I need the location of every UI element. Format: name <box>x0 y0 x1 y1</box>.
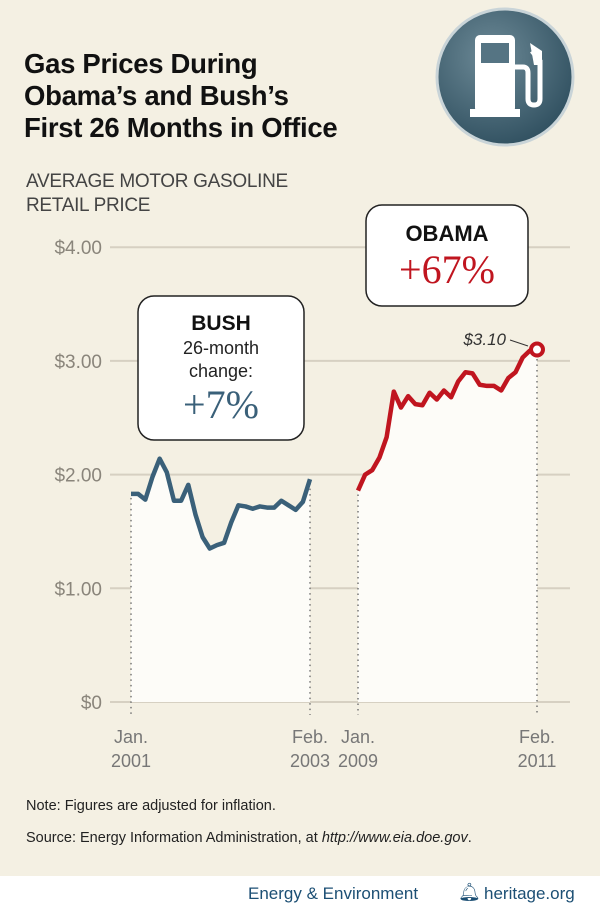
bush-callout <box>137 295 305 441</box>
y-tick-label: $3.00 <box>54 352 102 373</box>
x-tick-label: Feb. <box>292 727 328 747</box>
gas-pump-icon <box>435 7 575 147</box>
x-tick-label: 2011 <box>518 751 557 771</box>
bush-callout-text: change: <box>189 361 253 381</box>
source: Source: Energy Information Administratio… <box>26 830 472 846</box>
area-fill <box>358 349 537 702</box>
note-label: Note: <box>26 798 61 814</box>
title-line: Gas Prices During <box>24 48 258 79</box>
x-tick-label: Feb. <box>519 727 555 747</box>
source-text: Energy Information Administration, at <box>80 830 322 846</box>
x-tick-label: 2003 <box>290 751 330 771</box>
source-end: . <box>467 830 472 846</box>
page-title: Gas Prices During Obama’s and Bush’s Fir… <box>24 48 338 144</box>
source-link[interactable]: http://www.eia.doe.gov <box>321 830 468 846</box>
x-tick-label: 2009 <box>338 751 378 771</box>
chart: $0 $1.00 $2.00 $3.00 $4.00 Jan. 2001 Feb. 2003 Ja… <box>54 204 570 771</box>
note-text: Figures are adjusted for inflation. <box>64 798 276 814</box>
end-point-marker <box>529 341 545 358</box>
y-tick-label: $4.00 <box>54 238 102 259</box>
note: Note: Figures are adjusted for inflation… <box>26 798 276 814</box>
y-tick-label: $2.00 <box>54 466 102 487</box>
x-tick-label: 2001 <box>111 751 151 771</box>
area-fill <box>131 458 310 702</box>
footer-category[interactable]: Energy & Environment <box>248 884 419 903</box>
liberty-bell-icon: 🔔︎ <box>458 882 481 902</box>
subtitle-line: AVERAGE MOTOR GASOLINE <box>26 171 288 192</box>
series-line-obama <box>355 347 538 492</box>
x-tick-label: Jan. <box>341 727 375 747</box>
footer: Energy & Environment 🔔︎ heritage.org <box>0 876 600 912</box>
leader-line <box>509 339 529 347</box>
y-tick-label: $1.00 <box>54 579 102 600</box>
series-line-bush <box>131 456 313 551</box>
bush-callout-title: BUSH <box>191 312 251 335</box>
subtitle: AVERAGE MOTOR GASOLINE RETAIL PRICE <box>26 170 288 218</box>
x-tick-label: Jan. <box>114 727 148 747</box>
title-line: First 26 Months in Office <box>24 112 338 143</box>
subtitle-line: RETAIL PRICE <box>26 195 151 216</box>
end-value-label: $3.10 <box>462 330 506 349</box>
obama-callout <box>365 204 529 307</box>
bush-callout-text: 26-month <box>183 338 259 358</box>
y-tick-label: $0 <box>81 693 102 714</box>
obama-change-value: +67% <box>399 247 495 292</box>
obama-callout-title: OBAMA <box>405 221 488 246</box>
source-label: Source: <box>26 830 76 846</box>
footer-site[interactable]: heritage.org <box>484 884 575 903</box>
bush-change-value: +7% <box>183 382 259 427</box>
title-line: Obama’s and Bush’s <box>24 80 289 111</box>
